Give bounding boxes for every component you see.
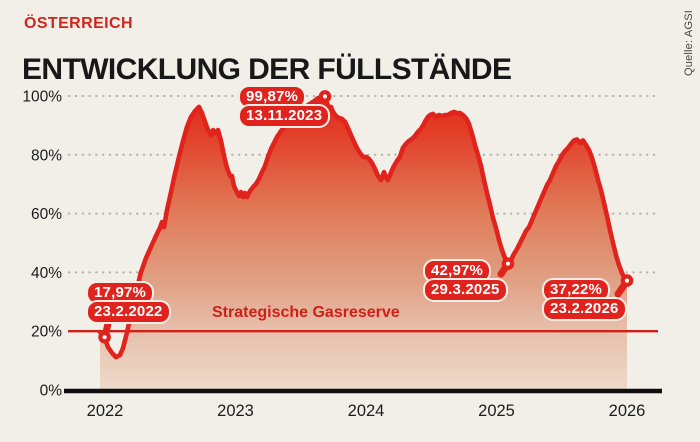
y-axis-tick-label: 100% — [22, 89, 62, 106]
area-fill — [100, 96, 627, 391]
y-axis-tick-label: 80% — [31, 147, 62, 164]
annotation-date-label: 29.3.2025 — [425, 280, 506, 300]
kicker-region-label: ÖSTERREICH — [24, 15, 133, 32]
y-axis-tick-label: 20% — [31, 324, 62, 341]
annotation-date-label: 23.2.2026 — [544, 299, 625, 319]
annotation-value-label: 42,97% — [425, 261, 490, 281]
data-point-marker — [98, 330, 111, 344]
y-axis-tick-label: 60% — [31, 206, 62, 223]
annotation-2026-current: 37,22% 23.2.2026 — [544, 280, 625, 319]
fill-level-line — [97, 94, 630, 360]
y-axis-tick-label: 40% — [31, 265, 62, 282]
y-axis-tick-label: 0% — [40, 383, 63, 400]
source-credit: Quelle: AGSI — [683, 10, 695, 76]
page-title: ENTWICKLUNG DER FÜLLSTÄNDE — [22, 53, 512, 87]
data-point-marker — [318, 90, 332, 103]
reserve-label: Strategische Gasreserve — [212, 304, 400, 321]
annotation-value-label: 17,97% — [88, 283, 153, 303]
annotation-value-label: 37,22% — [544, 280, 609, 300]
x-axis-tick-label: 2023 — [217, 402, 254, 420]
annotation-value-label: 99,87% — [240, 87, 305, 107]
annotation-2023-peak: 99,87% 13.11.2023 — [240, 87, 329, 126]
annotation-date-label: 13.11.2023 — [240, 106, 329, 126]
data-point-marker — [620, 274, 634, 287]
x-axis-tick-label: 2025 — [478, 402, 515, 420]
annotation-2022-low: 17,97% 23.2.2022 — [88, 283, 169, 322]
data-point-marker — [501, 257, 515, 270]
x-axis-tick-label: 2022 — [87, 402, 124, 420]
x-axis-tick-label: 2026 — [609, 402, 646, 420]
annotation-2025-low: 42,97% 29.3.2025 — [425, 261, 506, 300]
x-axis-tick-label: 2024 — [348, 402, 385, 420]
annotation-date-label: 23.2.2022 — [88, 302, 169, 322]
